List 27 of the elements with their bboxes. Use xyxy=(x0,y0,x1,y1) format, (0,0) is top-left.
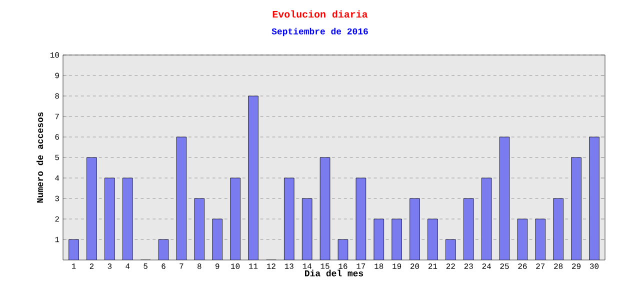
bar xyxy=(392,218,402,260)
bar xyxy=(499,136,510,260)
bar xyxy=(176,136,187,260)
bar xyxy=(68,240,79,260)
x-axis-title: Dia del mes xyxy=(305,270,364,276)
bar xyxy=(122,178,133,260)
bar xyxy=(553,198,564,260)
bar xyxy=(86,157,97,260)
bar xyxy=(212,218,222,260)
y-axis-title: Numero de accesos xyxy=(36,112,44,203)
bar xyxy=(320,157,330,260)
bar xyxy=(194,198,205,260)
chart-subtitle: Septiembre de 2016 xyxy=(272,28,368,36)
bar xyxy=(410,198,420,260)
bar xyxy=(589,136,600,260)
chart-title: Evolucion diaria xyxy=(272,10,368,18)
bar xyxy=(302,198,312,260)
bar xyxy=(446,239,456,260)
bar xyxy=(463,198,474,260)
bar xyxy=(230,178,240,260)
bar xyxy=(481,178,492,260)
bar xyxy=(571,157,582,260)
bar xyxy=(284,178,294,260)
bar xyxy=(356,178,366,260)
bar xyxy=(248,96,258,260)
bar xyxy=(104,178,115,260)
bar xyxy=(428,218,438,260)
